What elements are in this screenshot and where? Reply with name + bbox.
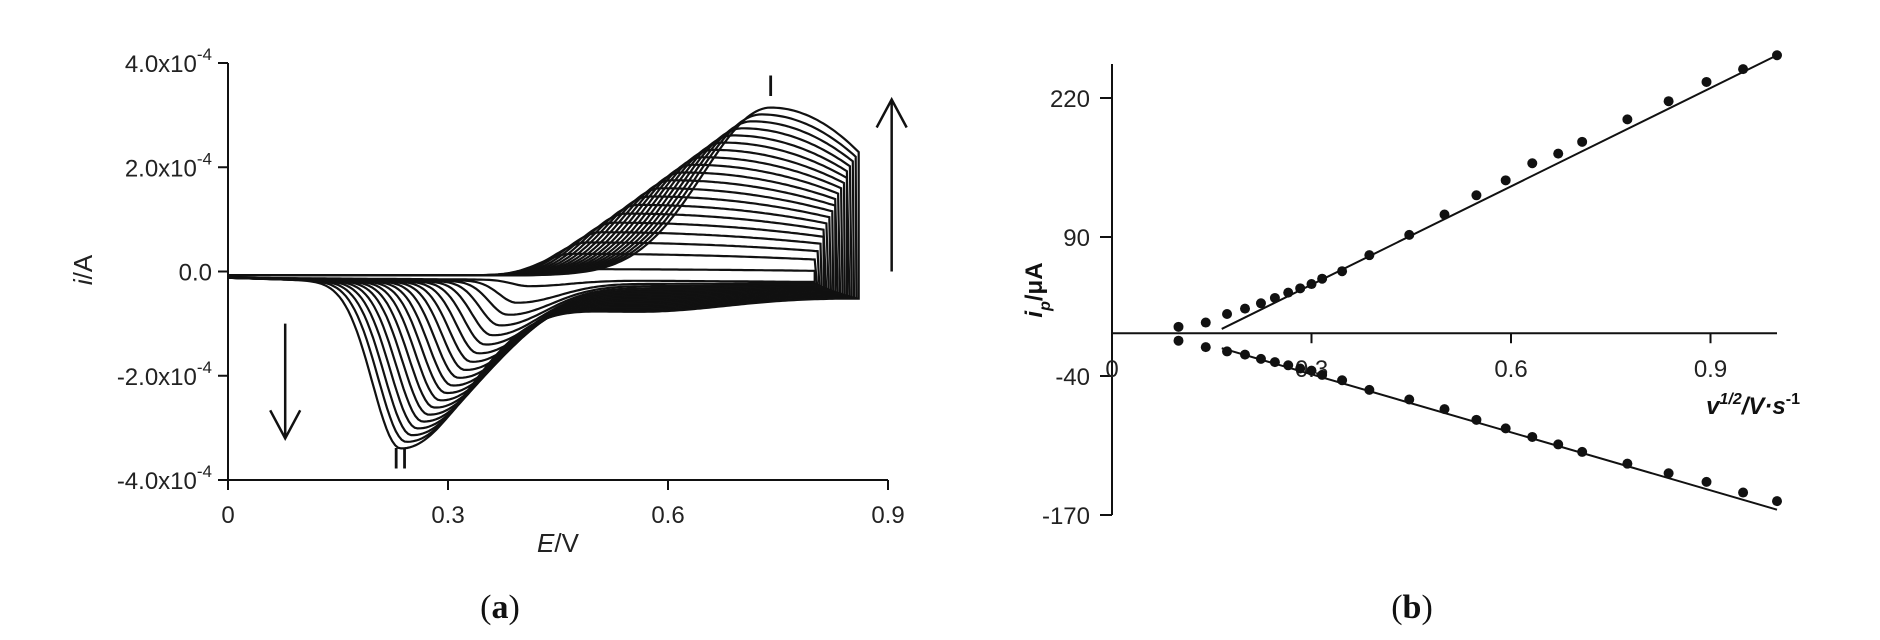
x-axis-label: E/V [537,528,580,558]
y-tick-label: -170 [1042,503,1090,530]
data-point [1337,266,1348,277]
data-point [1269,357,1280,368]
data-point [1404,394,1415,405]
data-point [1200,342,1211,353]
y-tick-label: -4.0x10-4 [117,462,212,495]
data-point [1553,439,1564,450]
panel-caption-b: (b) [1391,589,1433,626]
data-point [1222,308,1233,319]
data-point [1222,346,1233,357]
fit-line [1221,347,1778,511]
data-point [1772,496,1782,507]
y-tick-label: 90 [1063,225,1090,252]
arrow-head [269,409,302,441]
data-point [1527,158,1538,169]
data-point [1500,175,1511,186]
data-point [1471,190,1482,201]
x-tick-label: 0.9 [1694,356,1727,383]
data-point [1439,209,1450,220]
data-point [1283,287,1294,298]
data-point [1553,148,1564,159]
data-point [1772,50,1782,61]
panel-caption-a: (a) [480,589,520,626]
x-tick-label: 0.6 [1494,356,1527,383]
x-tick-label: 0 [1105,356,1118,383]
cv-scan-line [228,106,860,450]
data-point [1738,64,1749,75]
data-point [1527,431,1538,442]
data-point [1255,298,1266,309]
data-point [1364,250,1375,261]
y-tick-label: -40 [1055,364,1090,391]
x-axis-label: v1/2/V·s-1 [1706,391,1800,420]
data-point [1173,321,1184,332]
data-point [1306,365,1317,376]
x-tick-label: 0.3 [431,502,464,529]
peak-label: I [766,70,774,103]
data-point [1240,303,1250,314]
data-point [1471,414,1482,425]
data-point [1240,349,1250,360]
data-point [1701,76,1712,87]
data-point [1439,404,1450,415]
data-point [1500,423,1511,434]
data-point [1738,487,1749,498]
data-point [1701,476,1712,487]
y-axis-label: i/A [68,254,98,285]
data-point [1663,468,1674,479]
panel-a-cyclic-voltammogram: 0 0.3 0.6 0.9 4.0x10-4 2.0x10-4 0.0 -2.0x10-4 -4… [68,45,908,626]
data-point [1622,114,1633,125]
data-point [1295,283,1306,294]
data-point [1663,96,1674,107]
data-point [1404,229,1415,240]
x-tick-label: 0 [221,502,234,529]
y-tick-label: -2.0x10-4 [117,358,212,391]
y-tick-label: 4.0x10-4 [125,45,212,78]
y-tick-label: 0.0 [179,260,212,287]
data-point [1173,335,1184,346]
data-point [1317,273,1328,284]
data-point [1269,292,1280,303]
data-point [1622,458,1633,469]
x-tick-label: 0.9 [871,502,904,529]
y-tick-label: 2.0x10-4 [125,149,212,182]
data-point [1577,446,1588,457]
series-cathodic [1173,335,1782,511]
cv-scan-line [228,163,842,395]
y-tick-label: 220 [1050,86,1090,113]
data-point [1295,363,1306,374]
arrow-head [875,96,908,129]
y-axis-label: ip/μA [1021,262,1054,317]
x-tick-label: 0.6 [651,502,684,529]
data-point [1337,375,1348,386]
data-point [1283,360,1294,371]
data-point [1200,317,1211,328]
peak-label: II [392,443,409,476]
data-point [1577,136,1588,147]
data-point [1255,353,1266,364]
data-point [1306,279,1317,290]
data-point [1364,384,1375,395]
series-anodic [1173,50,1782,332]
data-point [1317,369,1328,380]
cv-curves [227,106,860,450]
